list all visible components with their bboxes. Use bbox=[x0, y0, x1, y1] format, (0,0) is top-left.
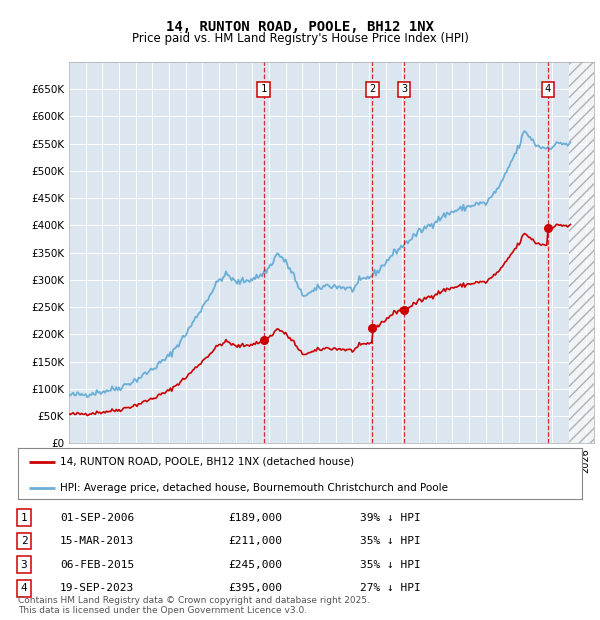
Text: Contains HM Land Registry data © Crown copyright and database right 2025.
This d: Contains HM Land Registry data © Crown c… bbox=[18, 596, 370, 615]
Text: 3: 3 bbox=[401, 84, 407, 94]
Text: HPI: Average price, detached house, Bournemouth Christchurch and Poole: HPI: Average price, detached house, Bour… bbox=[60, 483, 448, 493]
Text: 4: 4 bbox=[545, 84, 551, 94]
Text: 15-MAR-2013: 15-MAR-2013 bbox=[60, 536, 134, 546]
Text: 2: 2 bbox=[370, 84, 376, 94]
Text: 4: 4 bbox=[20, 583, 28, 593]
Bar bbox=[569, 62, 594, 443]
Text: £395,000: £395,000 bbox=[228, 583, 282, 593]
Text: 27% ↓ HPI: 27% ↓ HPI bbox=[360, 583, 421, 593]
Text: £189,000: £189,000 bbox=[228, 513, 282, 523]
Text: £245,000: £245,000 bbox=[228, 560, 282, 570]
Text: 2: 2 bbox=[20, 536, 28, 546]
Text: 01-SEP-2006: 01-SEP-2006 bbox=[60, 513, 134, 523]
Text: 39% ↓ HPI: 39% ↓ HPI bbox=[360, 513, 421, 523]
Text: 3: 3 bbox=[20, 560, 28, 570]
Text: Price paid vs. HM Land Registry's House Price Index (HPI): Price paid vs. HM Land Registry's House … bbox=[131, 32, 469, 45]
Text: 35% ↓ HPI: 35% ↓ HPI bbox=[360, 560, 421, 570]
Text: 19-SEP-2023: 19-SEP-2023 bbox=[60, 583, 134, 593]
Text: 06-FEB-2015: 06-FEB-2015 bbox=[60, 560, 134, 570]
Text: 1: 1 bbox=[260, 84, 266, 94]
Text: 1: 1 bbox=[20, 513, 28, 523]
Text: £211,000: £211,000 bbox=[228, 536, 282, 546]
Text: 14, RUNTON ROAD, POOLE, BH12 1NX (detached house): 14, RUNTON ROAD, POOLE, BH12 1NX (detach… bbox=[60, 457, 355, 467]
Text: 35% ↓ HPI: 35% ↓ HPI bbox=[360, 536, 421, 546]
Text: 14, RUNTON ROAD, POOLE, BH12 1NX: 14, RUNTON ROAD, POOLE, BH12 1NX bbox=[166, 20, 434, 34]
